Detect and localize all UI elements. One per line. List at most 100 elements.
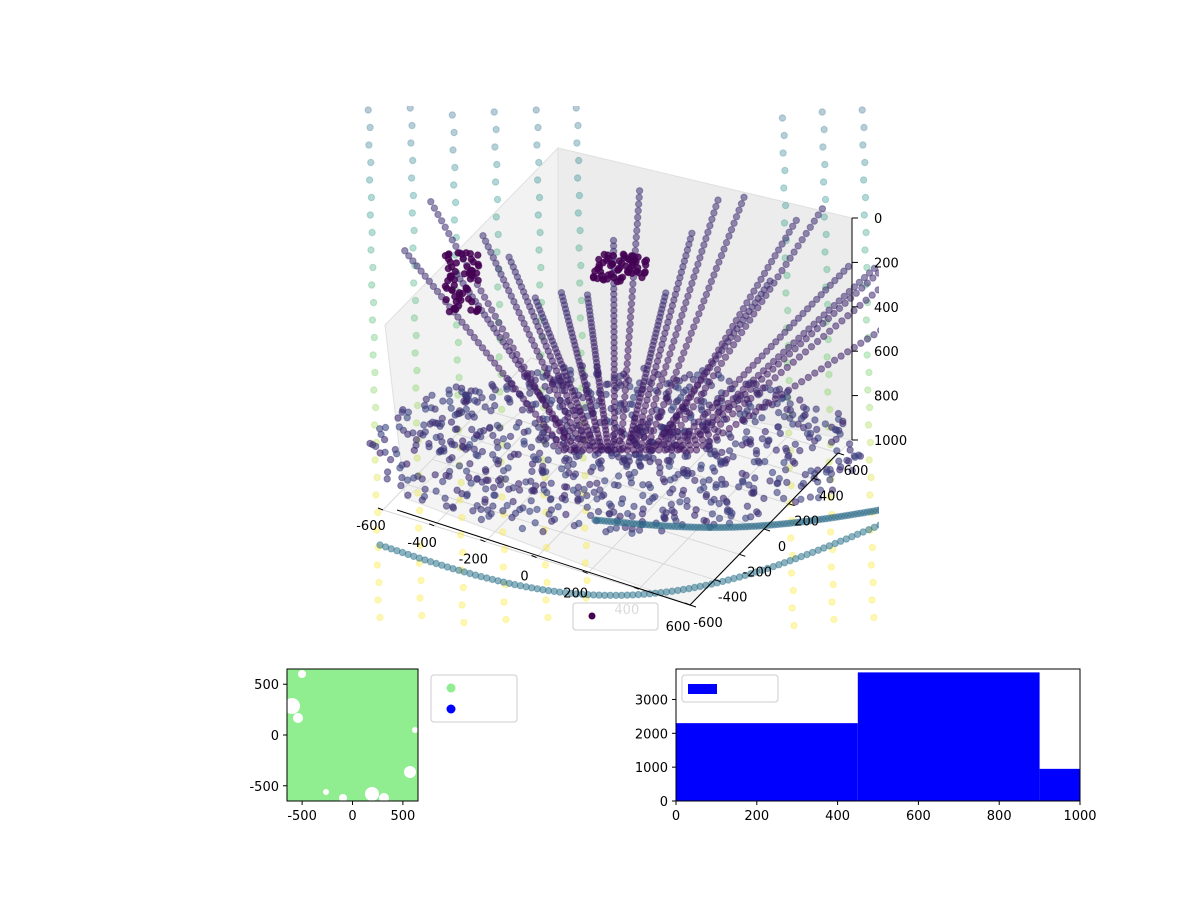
background-point [370,386,378,394]
curve-point [544,425,552,434]
curve-point [717,394,725,402]
background-point [542,596,550,604]
curve-point [733,335,742,343]
core-point [539,373,547,381]
curve-point [924,245,930,251]
core-point [503,501,511,510]
curve-point [712,433,720,441]
curve-point [548,431,556,439]
background-point [533,141,541,149]
background-point [823,353,831,361]
core-point [680,374,689,382]
core-point [808,444,817,452]
background-point [498,528,507,536]
curve-point [726,385,735,393]
background-point [493,195,502,204]
curve-point [802,229,810,238]
curve-point [546,374,554,383]
core-point [432,487,440,495]
curve-point [746,385,755,393]
curve-point [688,229,696,238]
curve-point [741,390,749,399]
core-point [747,403,755,411]
curve-point [627,300,636,308]
background-point [534,211,542,219]
background-point [367,158,375,167]
curve-point [452,242,460,251]
core-point [639,491,647,500]
core-point [674,384,682,392]
curve-point [774,273,782,281]
core-point [605,510,613,518]
x-tick-label-3d: -200 [459,553,489,568]
curve-point [489,254,497,262]
core-point [848,466,856,475]
core-point [780,458,788,467]
curve-point [770,279,778,287]
background-point [574,209,582,217]
curve-point [527,378,535,387]
background-point [367,246,375,254]
curve-point [778,240,786,248]
background-point [495,353,503,361]
curve-point [729,410,737,418]
curve-point [609,236,618,245]
core-point [506,432,515,441]
curve-point [808,300,816,308]
curve-point [710,425,719,433]
curve-point [722,238,731,247]
core-point [667,500,675,509]
core-point [547,479,555,487]
curve-point [495,319,503,327]
chart-2d-legend-marker-wall [446,704,456,714]
core-point [462,467,471,475]
core-point [845,457,853,465]
curve-point [684,292,692,300]
core-point [496,424,504,432]
background-point [583,576,591,585]
core-point [469,507,477,515]
background-point [779,149,787,157]
x-tick-label-hist: 600 [906,809,931,824]
curve-point [722,334,730,342]
curve-point [893,271,899,277]
core-point [605,500,614,508]
core-point [451,411,459,419]
core-point [723,455,731,464]
curve-point [818,205,827,213]
curve-point [430,204,439,212]
core-point [481,495,489,504]
curve-point [652,395,660,403]
blob-point [452,297,460,306]
curve-point [635,193,643,202]
core-point [725,377,733,385]
curve-point [553,391,562,399]
core-point [774,423,783,431]
curve-point [507,379,515,388]
curve-point [752,380,760,388]
background-point [543,578,551,587]
background-point [788,604,796,612]
curve-point [657,407,665,415]
core-point [481,403,489,411]
core-point [753,508,761,516]
curve-point [794,314,803,322]
core-point [542,468,550,476]
curve-point [574,435,582,443]
curve-point [409,257,417,265]
curve-point [540,363,549,372]
curve-point [780,355,788,363]
curve-point [628,293,636,301]
curve-point [650,426,658,435]
curve-point [771,252,779,260]
core-point [722,497,731,506]
curve-point [533,347,541,355]
curve-point [664,356,672,364]
core-point [422,395,430,403]
curve-point [556,441,564,449]
blob-point [460,270,469,278]
chart-2d-legend-marker-point [446,683,456,693]
background-point [541,561,549,569]
curve-point [699,413,707,421]
background-point [406,106,414,112]
